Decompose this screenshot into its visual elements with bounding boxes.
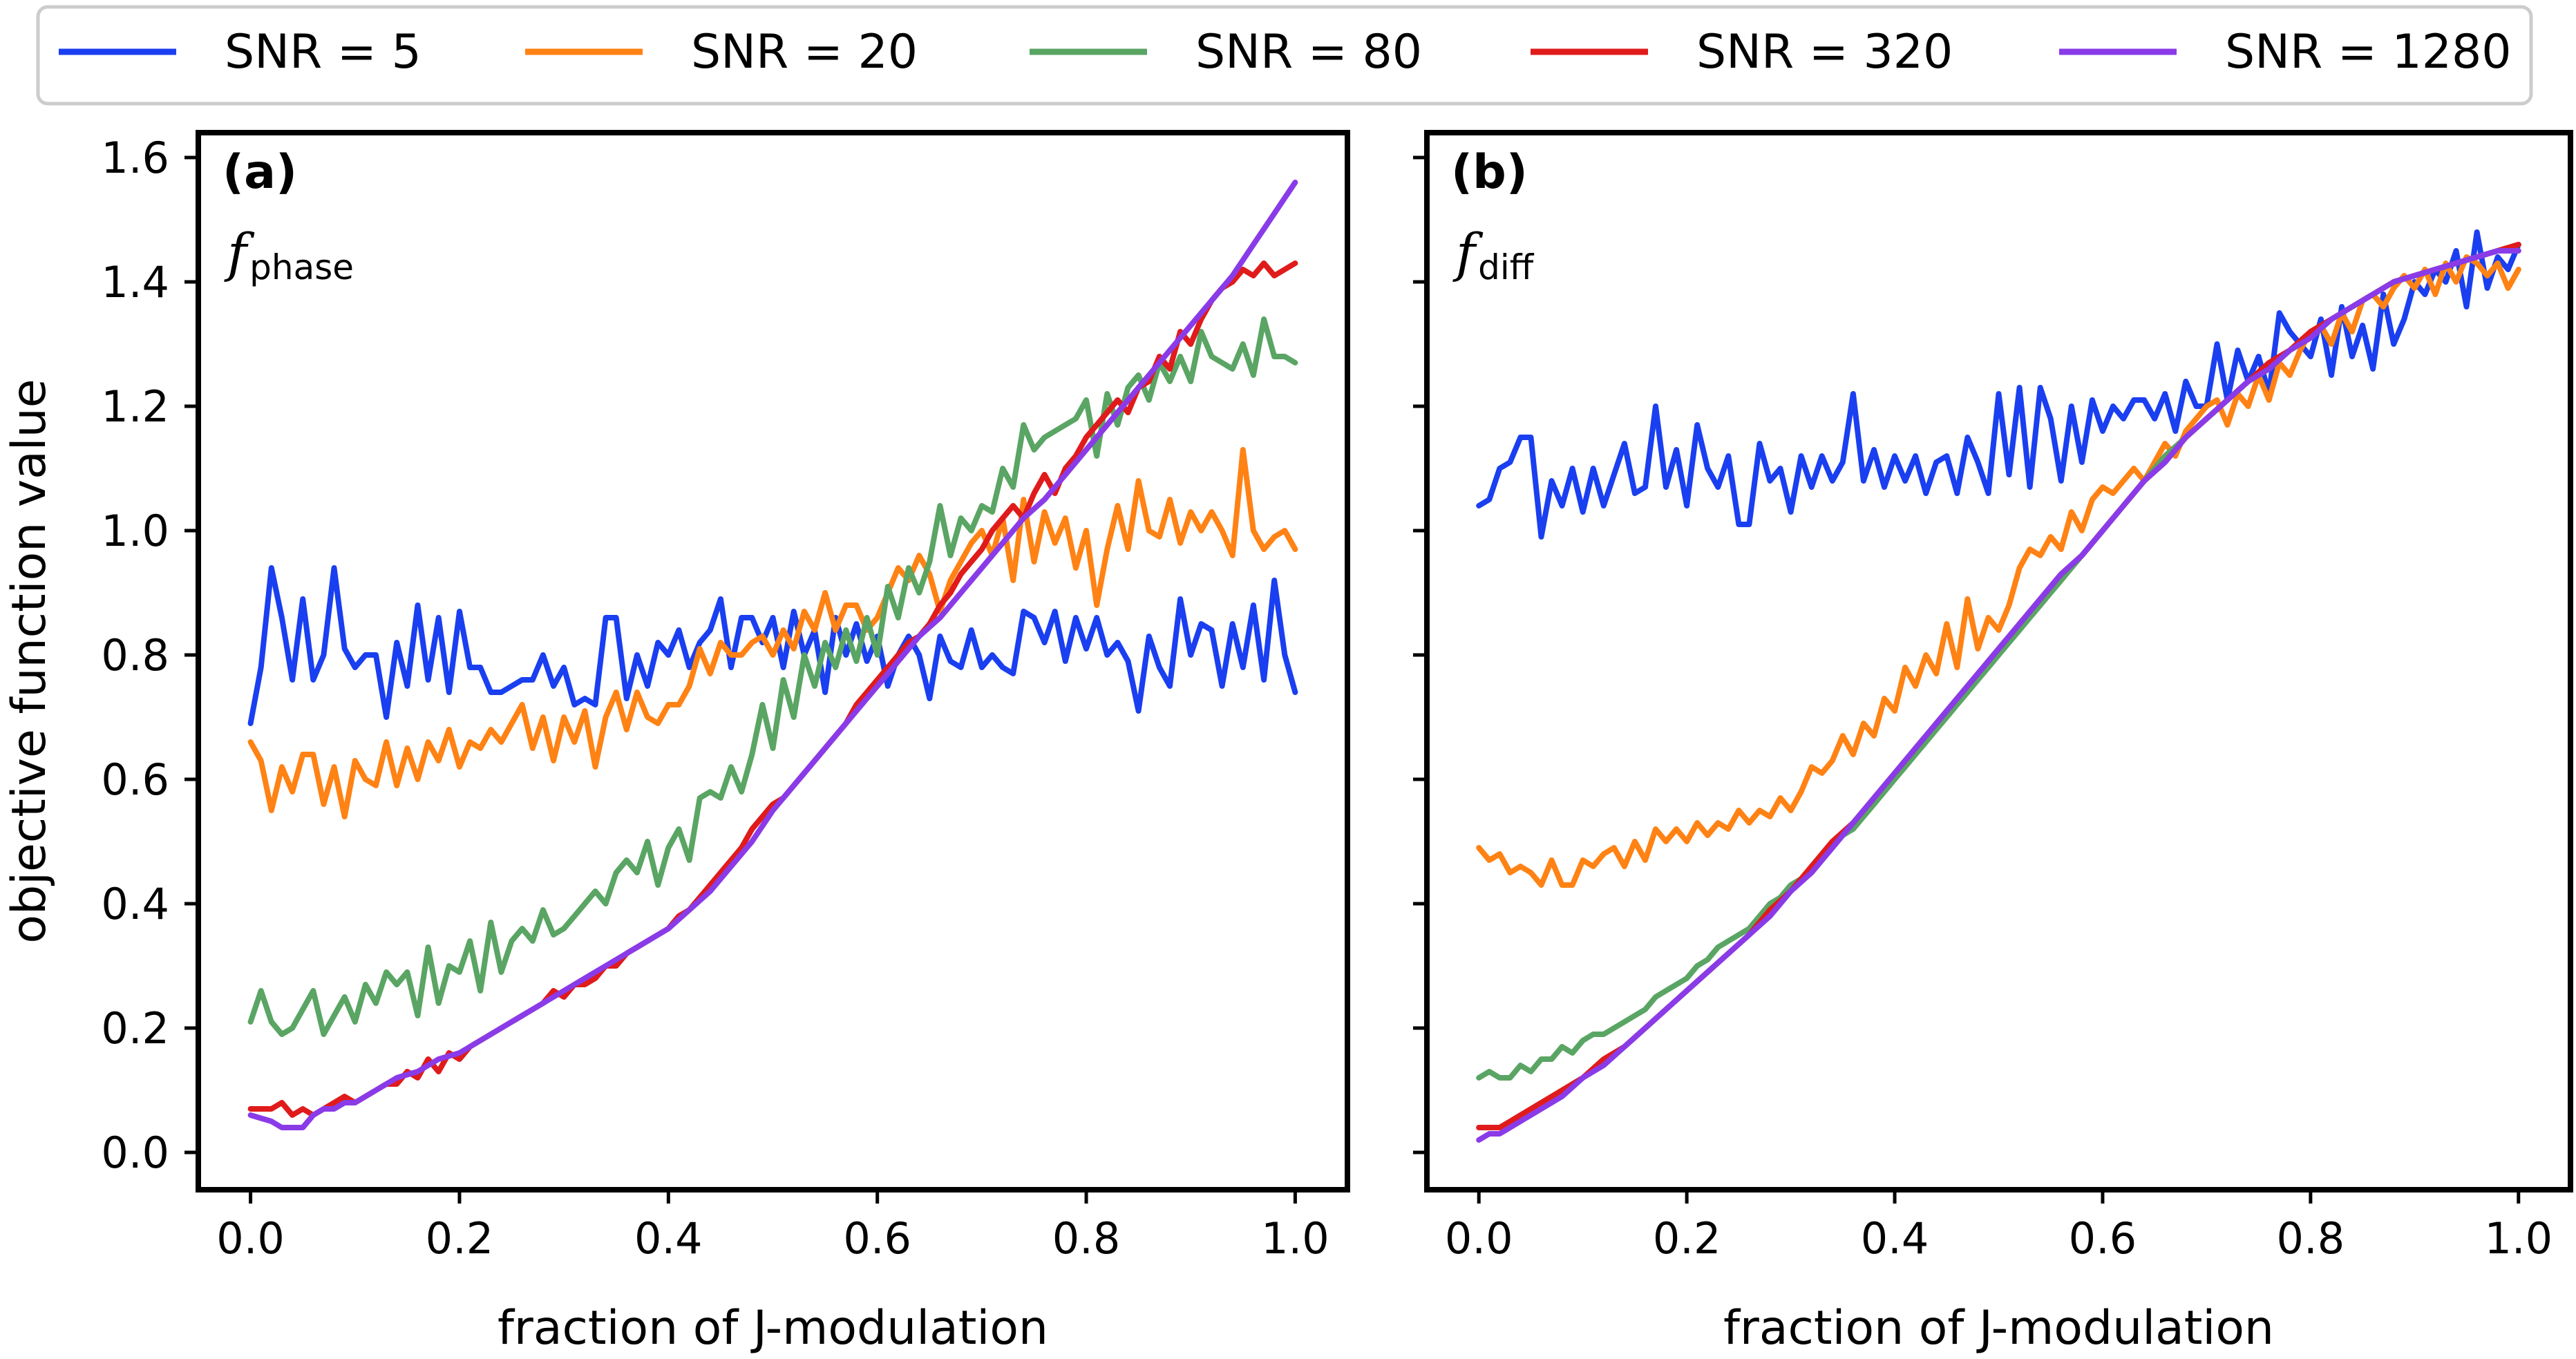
x-tick-label: 1.0 xyxy=(2484,1213,2553,1264)
y-tick-label: 0.0 xyxy=(101,1128,169,1178)
legend-entry: SNR = 5 xyxy=(59,25,422,79)
x-tick-label: 0.0 xyxy=(1445,1213,1513,1264)
y-tick-label: 0.8 xyxy=(101,630,169,681)
x-tick-label: 0.6 xyxy=(2069,1213,2137,1264)
legend-label: SNR = 20 xyxy=(691,25,918,79)
legend: SNR = 5 SNR = 20 SNR = 80 SNR = 320 SNR = 12… xyxy=(36,5,2533,106)
panel-a: 0.0 0.2 0.4 0.6 0.8 1.0 0.0 0.2 0.4 0.6 0.8 1.0 1.2 1… xyxy=(101,130,1350,1356)
series-line-snr-1280 xyxy=(1476,248,2521,1143)
x-tick-label: 1.0 xyxy=(1261,1213,1329,1264)
legend-entry: SNR = 1280 xyxy=(2059,25,2512,79)
x-tick-label: 0.4 xyxy=(1861,1213,1929,1264)
legend-label: SNR = 1280 xyxy=(2225,25,2512,79)
series-line-snr-20 xyxy=(1476,254,2521,888)
function-subscript: diff xyxy=(1478,247,1535,287)
series-line-snr-5 xyxy=(247,565,1298,726)
y-tick-label: 0.6 xyxy=(101,754,169,805)
legend-entry: SNR = 20 xyxy=(525,25,918,79)
function-label: fphase xyxy=(224,222,354,287)
function-label: fdiff xyxy=(1452,222,1535,287)
function-subscript: phase xyxy=(249,247,354,287)
x-tick-label: 0.2 xyxy=(1653,1213,1721,1264)
y-tick-label: 1.4 xyxy=(101,257,169,307)
panel-label: (a) xyxy=(222,145,297,200)
x-tick-label: 0.4 xyxy=(634,1213,703,1264)
legend-label: SNR = 5 xyxy=(225,25,422,79)
y-tick-label: 1.2 xyxy=(101,381,169,432)
legend-label: SNR = 80 xyxy=(1195,25,1422,79)
x-tick-label: 0.6 xyxy=(843,1213,911,1264)
y-tick-label: 1.0 xyxy=(101,506,169,556)
x-tick-label: 0.0 xyxy=(216,1213,285,1264)
axes-frame xyxy=(196,130,1350,1192)
y-tick-label: 0.4 xyxy=(101,879,169,929)
series-line-snr-320 xyxy=(1476,242,2521,1130)
panel-label: (b) xyxy=(1451,145,1528,200)
legend-label: SNR = 320 xyxy=(1696,25,1953,79)
y-tick-label: 0.2 xyxy=(101,1003,169,1054)
series-line-snr-80 xyxy=(1476,242,2521,1081)
x-tick-label: 0.8 xyxy=(1052,1213,1121,1264)
legend-entry: SNR = 320 xyxy=(1531,25,1953,79)
y-axis-label: objective function value xyxy=(2,379,57,943)
x-tick-label: 0.8 xyxy=(2277,1213,2345,1264)
series-line-snr-5 xyxy=(1476,229,2521,540)
axes-frame xyxy=(1424,130,2573,1192)
legend-box xyxy=(36,5,2533,106)
series-line-snr-1280 xyxy=(247,180,1298,1130)
x-axis-label: fraction of J-modulation xyxy=(1723,1301,2274,1356)
panel-b: 0.0 0.2 0.4 0.6 0.8 1.0 fraction of J-modulati… xyxy=(1413,130,2573,1356)
x-tick-label: 0.2 xyxy=(426,1213,494,1264)
y-tick-label: 1.6 xyxy=(101,133,169,183)
series-group xyxy=(1476,229,2521,1143)
series-group xyxy=(247,180,1298,1130)
legend-entry: SNR = 80 xyxy=(1030,25,1422,79)
series-line-snr-20 xyxy=(247,447,1298,819)
x-axis-label: fraction of J-modulation xyxy=(498,1301,1048,1356)
